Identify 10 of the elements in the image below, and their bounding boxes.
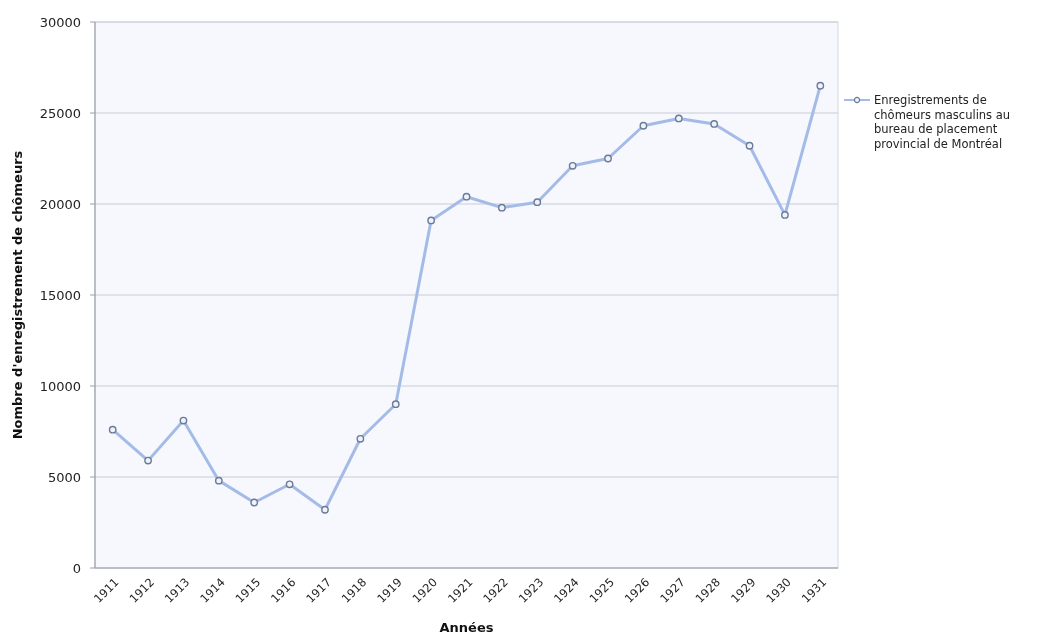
legend-label: Enregistrements de chômeurs masculins au bureau de placement provincial de Montréal bbox=[874, 93, 1011, 151]
y-tick-label: 30000 bbox=[39, 14, 81, 30]
y-axis-title: Nombre d'enregistrement de chômeurs bbox=[10, 150, 25, 440]
y-tick-label: 10000 bbox=[39, 378, 81, 394]
y-tick-label: 15000 bbox=[39, 287, 81, 303]
y-tick-label: 25000 bbox=[39, 105, 81, 121]
y-tick-label: 5000 bbox=[47, 469, 81, 485]
y-tick-label: 20000 bbox=[39, 196, 81, 212]
y-tick-label: 0 bbox=[72, 560, 81, 576]
x-axis-title: Années bbox=[439, 620, 494, 635]
